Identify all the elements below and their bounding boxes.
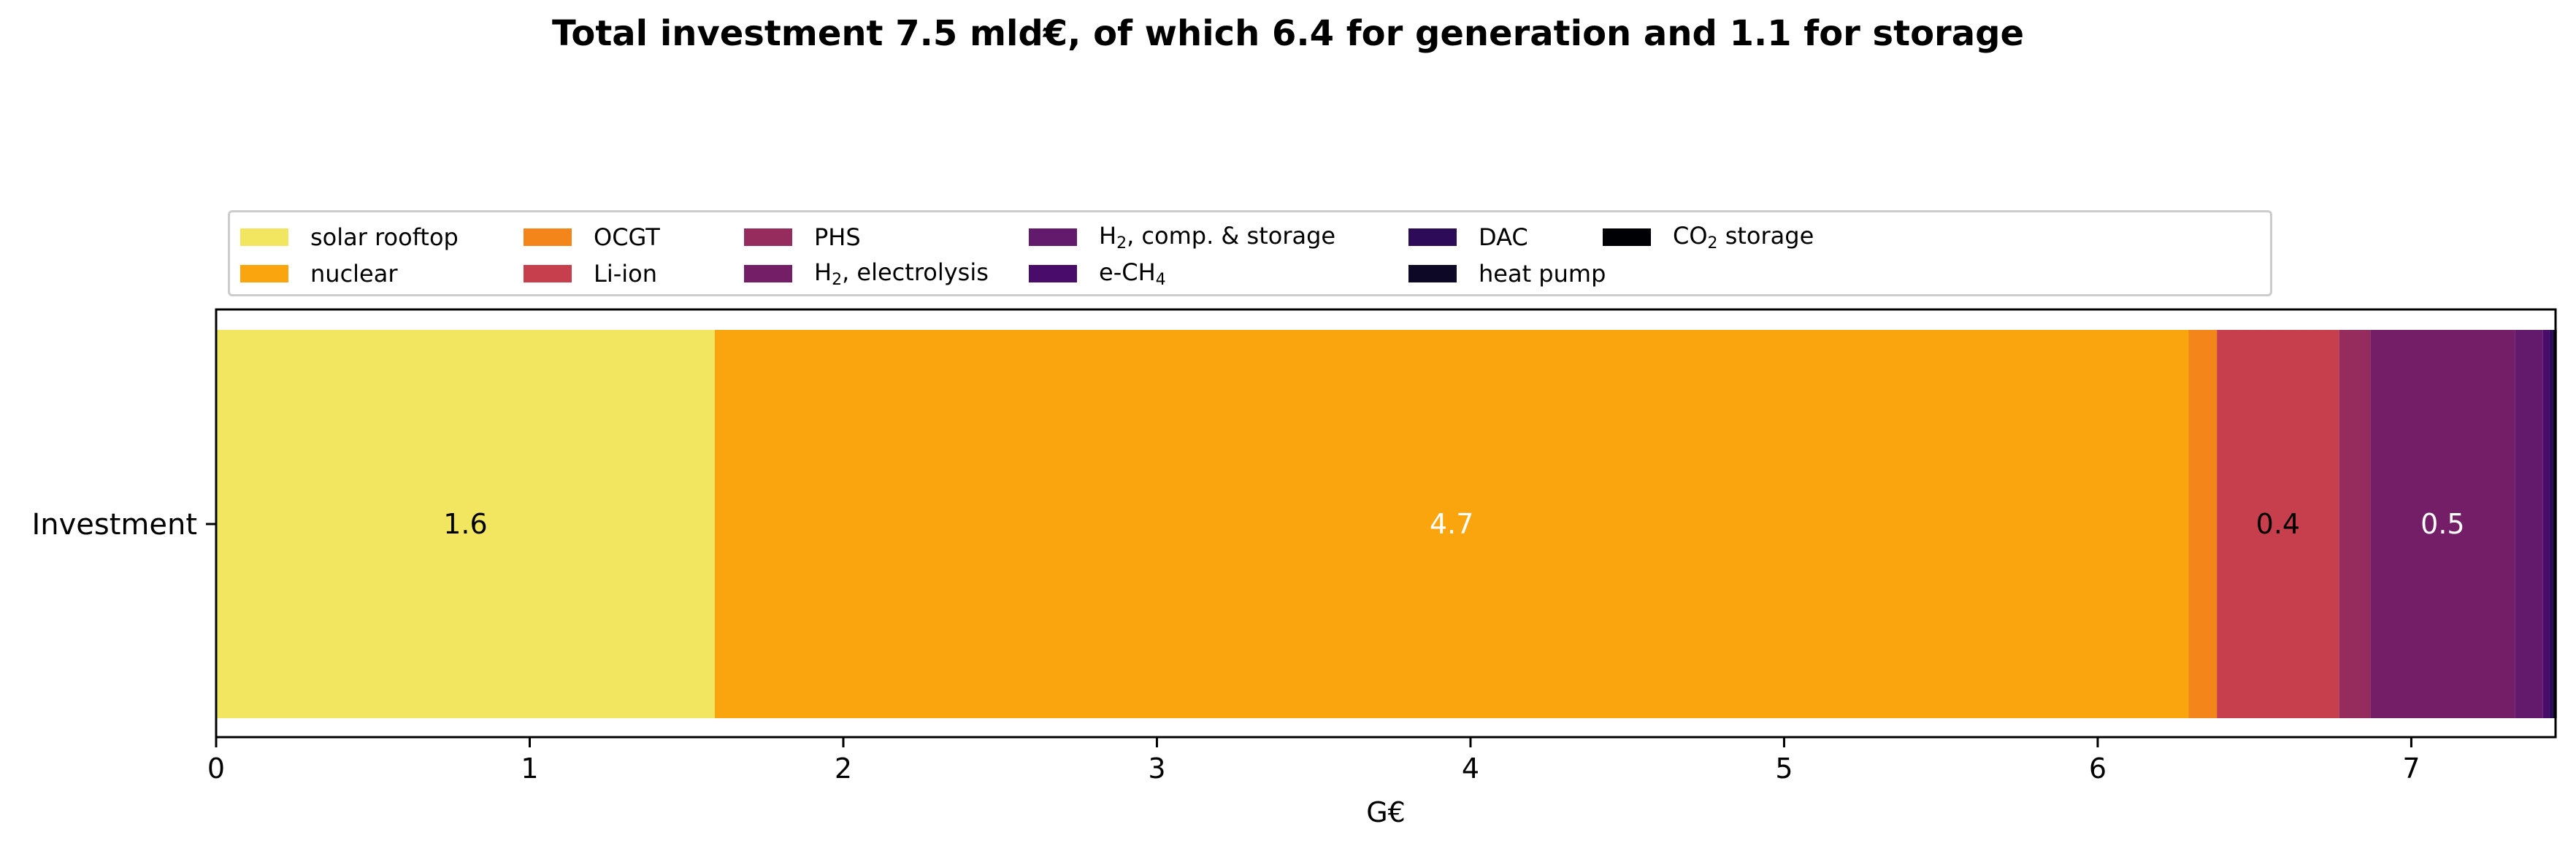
legend-label: heat pump (1479, 260, 1606, 288)
legend-label: H2, comp. & storage (1099, 222, 1336, 253)
bar-segment-ocgt (2188, 330, 2217, 718)
legend-swatch (1029, 265, 1077, 282)
x-tick-label: 3 (1148, 752, 1165, 785)
legend-label: Li-ion (594, 260, 658, 288)
legend-item: solar rooftop (240, 223, 459, 252)
x-tick-label: 2 (835, 752, 852, 785)
legend-swatch (524, 265, 572, 282)
bar-segment-h2-comp-storage (2515, 330, 2543, 718)
legend-swatch (1408, 228, 1457, 246)
x-axis: 0 1 2 3 4 5 6 7 (207, 737, 2420, 785)
legend-swatch (240, 265, 288, 282)
bar-value-label: 0.4 (2256, 508, 2300, 540)
x-tick-label: 5 (1775, 752, 1793, 785)
legend-label: OCGT (594, 223, 660, 251)
x-axis-label: G€ (1366, 796, 1406, 828)
legend-label: e-CH4 (1099, 258, 1166, 289)
legend-swatch (240, 228, 288, 246)
legend-label: nuclear (310, 260, 398, 288)
legend-swatch (744, 265, 792, 282)
y-tick-label: Investment (31, 508, 197, 542)
legend-swatch (524, 228, 572, 246)
legend-label: DAC (1479, 223, 1528, 251)
legend-item: nuclear (240, 259, 398, 288)
bar-value-label: 4.7 (1430, 508, 1473, 540)
bar-segment-nuclear (714, 330, 2189, 718)
x-tick-label: 6 (2089, 752, 2107, 785)
bar-segment-dac (2549, 330, 2553, 718)
bar-segment-e-ch4 (2542, 330, 2550, 718)
bar-segment-phs (2339, 330, 2371, 718)
bar-segment-solar-rooftop (216, 330, 715, 718)
x-tick-label: 1 (521, 752, 538, 785)
legend-swatch (1603, 228, 1651, 246)
y-axis: Investment (31, 508, 216, 542)
x-tick-label: 7 (2402, 752, 2420, 785)
bar-segment-h2-electrolysis (2370, 330, 2515, 718)
legend-label: H2, electrolysis (814, 258, 989, 289)
legend-swatch (1029, 228, 1077, 246)
bar-value-label: 1.6 (443, 508, 487, 540)
chart-legend: solar rooftop nuclear OCGT Li-ion PHS H2, ele… (228, 210, 2272, 296)
legend-item: PHS (744, 223, 861, 252)
bar-segment-li-ion (2217, 330, 2339, 718)
bar-segment-heat-pump (2553, 330, 2556, 718)
legend-item: OCGT (524, 223, 660, 252)
legend-swatch (744, 228, 792, 246)
bar-value-label: 0.5 (2420, 508, 2464, 540)
legend-label: CO2 storage (1673, 222, 1814, 253)
legend-label: solar rooftop (310, 223, 459, 251)
chart-title: Total investment 7.5 mld€, of which 6.4 … (551, 13, 2025, 54)
legend-swatch (1408, 265, 1457, 282)
legend-label: PHS (814, 223, 861, 251)
legend-item: H2, comp. & storage (1029, 222, 1336, 253)
x-tick-label: 4 (1462, 752, 1479, 785)
legend-item: Li-ion (524, 259, 657, 288)
legend-item: heat pump (1408, 259, 1606, 288)
legend-item: CO2 storage (1603, 222, 1814, 253)
bar-value-labels: 1.6 4.7 0.4 0.5 (443, 508, 2464, 540)
legend-item: e-CH4 (1029, 258, 1166, 289)
x-tick-label: 0 (207, 752, 225, 785)
legend-item: H2, electrolysis (744, 258, 989, 289)
legend-item: DAC (1408, 223, 1528, 252)
bar-segments (216, 330, 2557, 718)
